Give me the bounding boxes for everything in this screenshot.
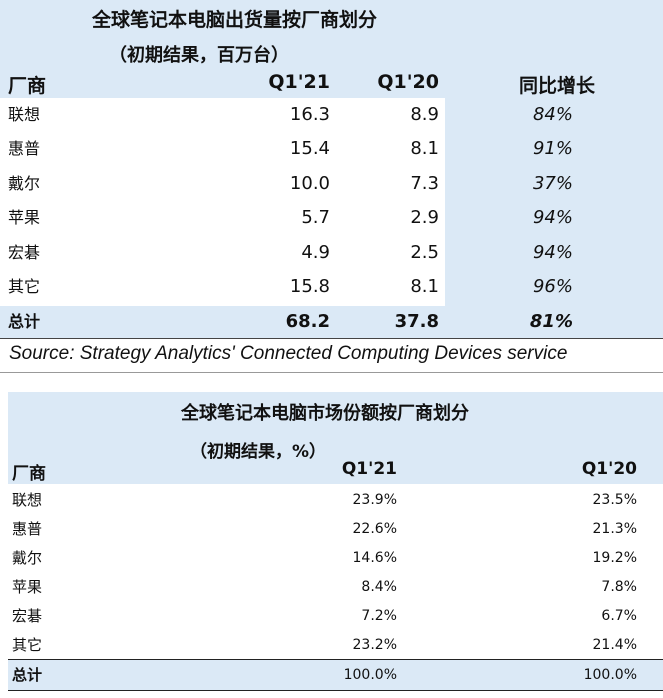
- value-yoy: 94%: [532, 242, 573, 263]
- divider: [0, 338, 663, 339]
- vendor-name: 苹果: [8, 208, 41, 227]
- total-row: 总计 68.2 37.8 81%: [0, 306, 663, 338]
- value-q1-20: 23.5%: [592, 492, 637, 508]
- table-row: 戴尔 14.6% 19.2%: [0, 544, 663, 573]
- divider: [0, 372, 663, 373]
- vendor-name: 惠普: [8, 139, 41, 158]
- vendor-name: 戴尔: [8, 174, 41, 193]
- header-q1-20: Q1'20: [581, 459, 637, 479]
- table-row: 其它 23.2% 21.4%: [0, 631, 663, 660]
- value-q1-21: 15.8: [289, 276, 330, 297]
- value-q1-20: 2.5: [410, 242, 439, 263]
- total-label: 总计: [12, 666, 43, 684]
- total-band: [8, 660, 663, 690]
- value-q1-21: 22.6%: [352, 521, 397, 537]
- header-band: [0, 0, 663, 98]
- header-q1-21: Q1'21: [341, 459, 397, 479]
- value-q1-20: 2.9: [410, 207, 439, 228]
- vendor-name: 其它: [8, 277, 41, 296]
- value-yoy: 94%: [532, 207, 573, 228]
- value-q1-21: 7.2%: [361, 608, 397, 624]
- value-q1-21: 16.3: [289, 104, 330, 125]
- divider: [8, 690, 663, 691]
- table-row: 惠普 15.4 8.1 91%: [0, 132, 663, 166]
- table-row: 宏碁 4.9 2.5 94%: [0, 236, 663, 270]
- vendor-name: 其它: [12, 636, 43, 654]
- value-yoy: 84%: [532, 104, 573, 125]
- value-q1-20: 8.9: [410, 104, 439, 125]
- market-share-table: 全球笔记本电脑市场份额按厂商划分 （初期结果，%） 厂商 Q1'21 Q1'20…: [0, 392, 663, 698]
- header-vendor: 厂商: [12, 464, 46, 484]
- total-band: [0, 306, 663, 338]
- value-q1-20: 19.2%: [592, 550, 637, 566]
- value-yoy: 91%: [532, 138, 573, 159]
- table-row: 惠普 22.6% 21.3%: [0, 515, 663, 544]
- total-q1-21: 100.0%: [343, 667, 397, 683]
- value-q1-21: 8.4%: [361, 579, 397, 595]
- total-row: 总计 100.0% 100.0%: [0, 660, 663, 690]
- table-row: 苹果 5.7 2.9 94%: [0, 201, 663, 235]
- table-title: 全球笔记本电脑市场份额按厂商划分: [181, 403, 469, 424]
- value-q1-20: 21.4%: [592, 637, 637, 653]
- table-subtitle: （初期结果，百万台）: [109, 45, 289, 66]
- vendor-name: 惠普: [12, 520, 43, 538]
- value-q1-21: 23.2%: [352, 637, 397, 653]
- vendor-name: 联想: [8, 105, 41, 124]
- value-q1-21: 14.6%: [352, 550, 397, 566]
- table-row: 戴尔 10.0 7.3 37%: [0, 167, 663, 201]
- value-q1-21: 4.9: [301, 242, 330, 263]
- value-yoy: 96%: [532, 276, 573, 297]
- yoy-column-band: [445, 98, 663, 306]
- vendor-name: 苹果: [12, 578, 43, 596]
- header-vendor: 厂商: [8, 75, 47, 97]
- value-q1-20: 7.8%: [601, 579, 637, 595]
- table-row: 其它 15.8 8.1 96%: [0, 270, 663, 304]
- vendor-name: 宏碁: [12, 607, 43, 625]
- total-q1-20: 100.0%: [583, 667, 637, 683]
- header-yoy: 同比增长: [518, 75, 595, 97]
- value-q1-20: 21.3%: [592, 521, 637, 537]
- source-note: Source: Strategy Analytics' Connected Co…: [9, 343, 568, 364]
- header-q1-21: Q1'21: [268, 71, 330, 93]
- vendor-name: 戴尔: [12, 549, 43, 567]
- table-subtitle: （初期结果，%）: [190, 442, 327, 462]
- vendor-name: 联想: [12, 491, 43, 509]
- header-q1-20: Q1'20: [377, 71, 439, 93]
- total-yoy: 81%: [529, 311, 573, 332]
- value-q1-21: 23.9%: [352, 492, 397, 508]
- value-q1-21: 5.7: [301, 207, 330, 228]
- table-title: 全球笔记本电脑出货量按厂商划分: [92, 9, 378, 31]
- table-row: 联想 23.9% 23.5%: [0, 486, 663, 515]
- table-row: 苹果 8.4% 7.8%: [0, 573, 663, 602]
- value-q1-20: 8.1: [410, 276, 439, 297]
- total-q1-20: 37.8: [394, 311, 439, 332]
- vendor-name: 宏碁: [8, 243, 41, 262]
- value-q1-20: 8.1: [410, 138, 439, 159]
- value-q1-21: 15.4: [289, 138, 330, 159]
- header-band: [8, 392, 663, 484]
- value-yoy: 37%: [532, 173, 573, 194]
- total-label: 总计: [8, 312, 41, 331]
- total-q1-21: 68.2: [285, 311, 330, 332]
- value-q1-21: 10.0: [289, 173, 330, 194]
- value-q1-20: 6.7%: [601, 608, 637, 624]
- divider: [8, 659, 663, 660]
- table-row: 宏碁 7.2% 6.7%: [0, 602, 663, 631]
- value-q1-20: 7.3: [410, 173, 439, 194]
- shipments-table: 全球笔记本电脑出货量按厂商划分 （初期结果，百万台） 厂商 Q1'21 Q1'2…: [0, 0, 663, 338]
- table-row: 联想 16.3 8.9 84%: [0, 98, 663, 132]
